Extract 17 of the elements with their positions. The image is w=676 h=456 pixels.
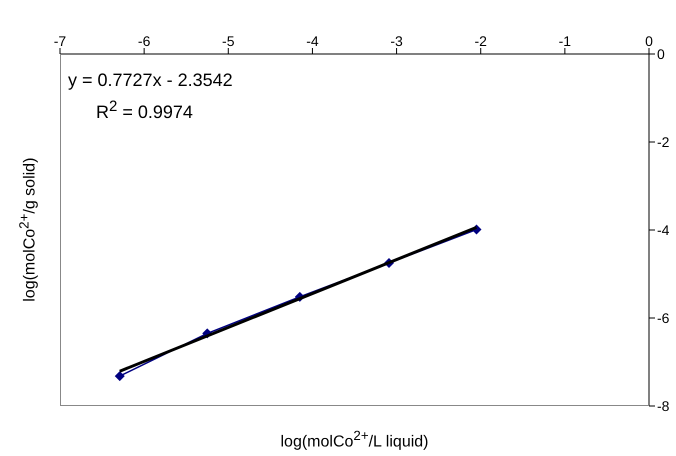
x-tick-label: -7: [54, 33, 66, 49]
y-tick-label: -6: [657, 310, 670, 326]
annotation: y = 0.7727x - 2.3542: [68, 70, 233, 91]
y-tick-label: 0: [657, 46, 665, 62]
x-tick-label: -6: [138, 33, 151, 49]
y-tick-label: -4: [657, 222, 670, 238]
point: [114, 371, 125, 382]
x-tick-label: 0: [645, 33, 654, 49]
x-tick-label: -1: [558, 33, 572, 49]
x-tick-label: -5: [222, 33, 235, 49]
annotation: R$^{2}$ = 0.9974: [96, 98, 193, 123]
x-tick-label: -4: [306, 33, 319, 49]
y-tick-label: -8: [657, 398, 670, 414]
x-tick-label: -2: [474, 33, 488, 49]
x-axis-title: log(molCo$^{2+}$/L liquid): [279, 428, 430, 452]
x-tick-label: -3: [390, 33, 404, 49]
y-tick-label: -2: [657, 134, 670, 150]
